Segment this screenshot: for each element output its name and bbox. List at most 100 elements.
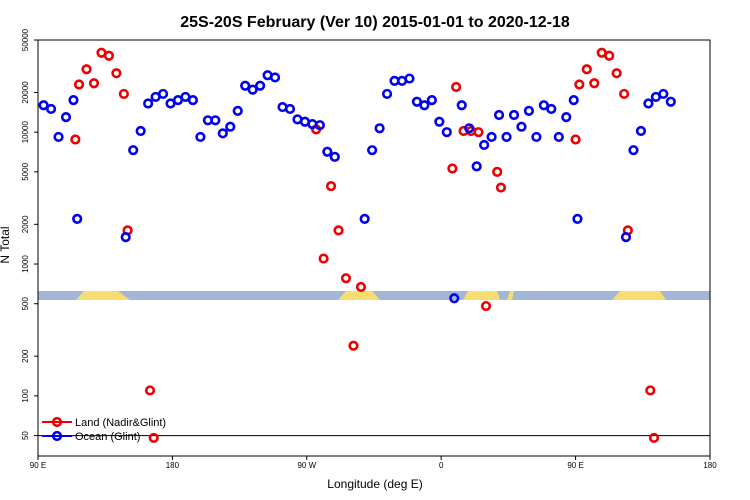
ocean-point xyxy=(381,88,393,100)
land-point xyxy=(451,81,462,93)
ocean-point xyxy=(322,146,333,157)
ocean-point xyxy=(120,232,131,243)
land-point xyxy=(355,281,367,293)
ocean-point xyxy=(665,96,676,107)
land-point xyxy=(574,79,585,90)
chart-title: 25S-20S February (Ver 10) 2015-01-01 to … xyxy=(180,14,570,31)
x-tick-label: 90 W xyxy=(297,461,316,470)
ocean-point xyxy=(546,103,557,115)
ocean-point xyxy=(247,84,258,95)
x-tick-label: 0 xyxy=(439,461,444,470)
ocean-point xyxy=(314,120,325,131)
land-point xyxy=(318,253,329,264)
ocean-point xyxy=(187,95,199,106)
ocean-point xyxy=(45,103,57,115)
ocean-point xyxy=(501,131,512,143)
ocean-point xyxy=(568,95,579,106)
ocean-point xyxy=(135,125,146,137)
y-tick-label: 1000 xyxy=(21,255,30,273)
land-point xyxy=(581,64,592,75)
y-tick-label: 100 xyxy=(21,389,30,403)
x-tick-label: 90 E xyxy=(30,461,46,470)
ocean-point xyxy=(210,115,221,126)
legend-label-land: Land (Nadir&Glint) xyxy=(75,417,166,429)
ocean-point xyxy=(240,80,251,91)
ocean-point xyxy=(419,100,430,111)
land-point xyxy=(325,180,337,192)
ocean-point xyxy=(232,105,243,116)
land-patch xyxy=(338,291,380,300)
legend-marker-ocean xyxy=(51,430,63,442)
land-point xyxy=(589,78,600,89)
land-point xyxy=(118,88,129,100)
x-tick-label: 180 xyxy=(703,461,717,470)
ocean-point xyxy=(572,213,583,224)
land-point xyxy=(88,78,100,89)
land-point xyxy=(447,163,458,174)
y-axis-label: N Total xyxy=(0,226,12,263)
ocean-point xyxy=(68,95,79,106)
ocean-point xyxy=(449,293,460,304)
ocean-point xyxy=(217,128,228,139)
land-point xyxy=(340,273,352,284)
ocean-point xyxy=(60,112,72,123)
legend: Land (Nadir&Glint) Ocean (Glint) xyxy=(42,416,166,443)
ocean-point xyxy=(508,109,520,121)
land-point xyxy=(81,64,92,75)
y-tick-label: 20000 xyxy=(21,81,30,104)
land-point xyxy=(144,385,156,396)
ocean-point xyxy=(72,213,83,224)
land-point xyxy=(111,68,122,79)
ocean-point xyxy=(620,232,632,243)
ocean-point xyxy=(269,72,281,83)
land-point xyxy=(604,50,615,61)
land-point xyxy=(495,182,507,193)
land-point xyxy=(611,68,622,79)
land-point xyxy=(480,300,492,312)
ocean-point xyxy=(195,131,206,143)
land-mask-band xyxy=(38,291,710,300)
x-axis-label: Longitude (deg E) xyxy=(327,477,422,491)
ocean-point xyxy=(374,123,385,134)
plot-frame xyxy=(37,39,711,457)
ocean-point xyxy=(635,125,647,137)
ocean-point xyxy=(493,109,505,121)
y-tick-label: 50000 xyxy=(21,28,30,51)
ocean-point xyxy=(464,123,475,134)
land-point xyxy=(103,50,115,61)
ocean-point xyxy=(367,145,378,156)
land-point xyxy=(648,432,660,444)
y-axis: 50 100 200 500 1000 2000 5000 10000 20000 50000 xyxy=(21,28,38,440)
ocean-point xyxy=(471,161,482,172)
ocean-point xyxy=(128,145,139,156)
ocean-point xyxy=(426,95,437,106)
y-tick-label: 500 xyxy=(21,296,30,310)
x-axis: 90 E 180 90 W 0 90 E 180 xyxy=(30,456,717,470)
ocean-point xyxy=(516,121,527,132)
ocean-point xyxy=(143,98,154,109)
ocean-point xyxy=(658,88,669,100)
land-patch xyxy=(76,291,130,300)
ocean-point xyxy=(255,80,266,91)
legend-label-ocean: Ocean (Glint) xyxy=(75,431,140,443)
land-point xyxy=(348,340,359,351)
ocean-point xyxy=(441,127,452,138)
ocean-point xyxy=(284,103,296,115)
ocean-point xyxy=(479,139,490,151)
ocean-point xyxy=(53,131,64,143)
x-tick-label: 90 E xyxy=(567,461,583,470)
ocean-point xyxy=(643,98,654,109)
y-tick-label: 50 xyxy=(21,431,30,440)
ocean-point xyxy=(628,145,639,156)
ocean-point xyxy=(553,131,564,143)
ocean-point xyxy=(561,112,572,123)
land-point xyxy=(73,79,85,90)
ocean-point xyxy=(225,121,236,132)
land-patch xyxy=(612,291,666,300)
legend-marker-land xyxy=(51,416,63,428)
ocean-point xyxy=(531,131,542,143)
land-patch xyxy=(463,291,500,300)
land-point xyxy=(148,432,159,444)
land-point xyxy=(619,88,630,100)
